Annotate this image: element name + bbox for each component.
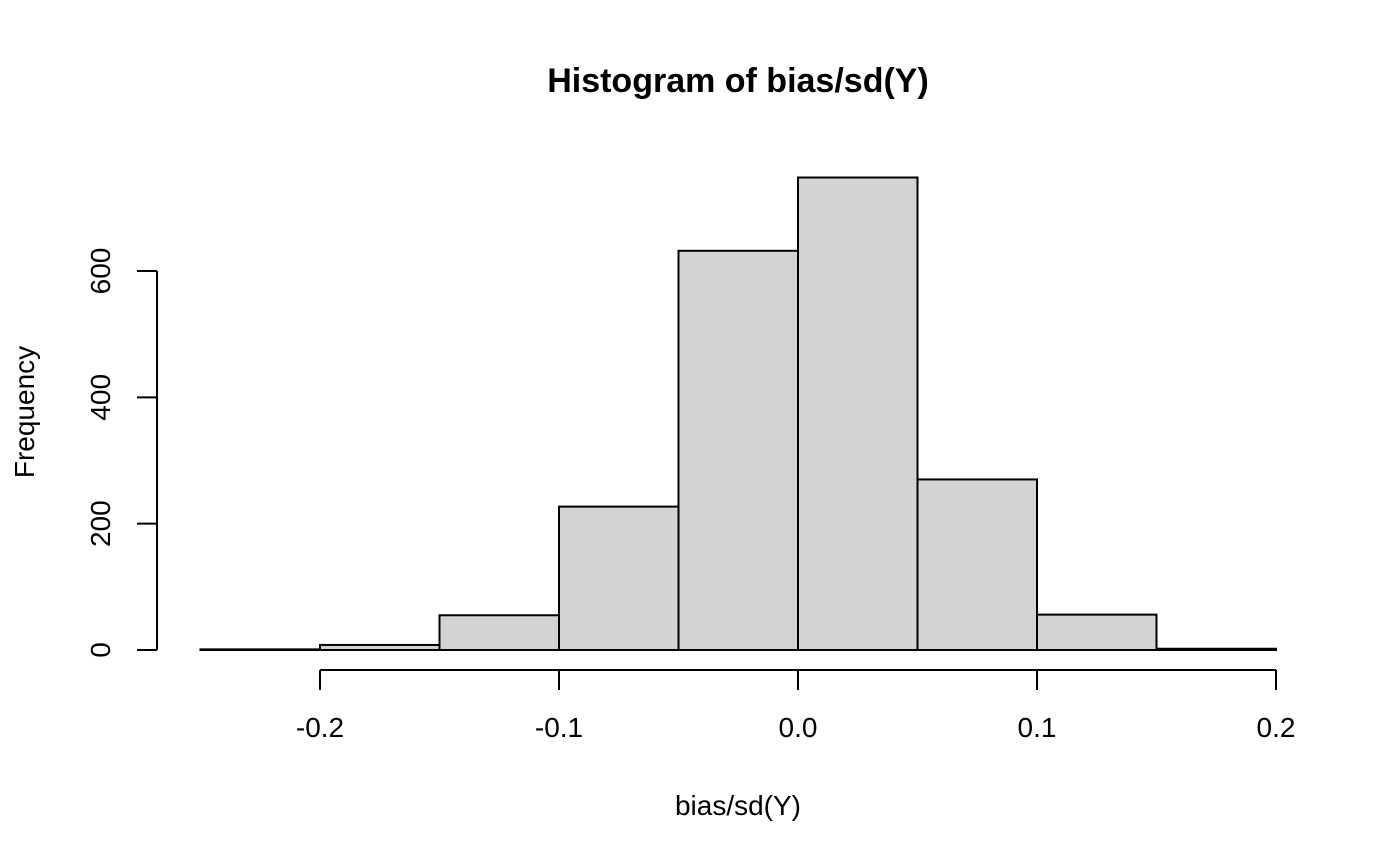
histogram-bar [916,478,1038,652]
histogram-bar [1036,613,1158,651]
histogram-bars [199,176,1277,652]
x-axis: -0.2 -0.1 0.0 0.1 0.2 [296,669,1296,743]
y-tick-label: 0 [85,642,116,658]
histogram-bar [319,643,441,651]
histogram-bar [677,249,799,652]
histogram-bar [199,648,321,652]
histogram-bar [797,176,919,651]
x-tick-label: 0.2 [1257,712,1296,743]
x-tick-label: -0.2 [296,712,344,743]
x-tick-label: 0.1 [1018,712,1057,743]
histogram-bar [558,505,680,651]
x-axis-label: bias/sd(Y) [675,790,801,821]
x-tick-label: -0.1 [535,712,583,743]
y-axis-label: Frequency [9,346,40,478]
chart-title: Histogram of bias/sd(Y) [547,62,929,100]
y-tick-label: 200 [85,500,116,547]
y-tick-label: 600 [85,248,116,295]
y-tick-label: 400 [85,374,116,421]
x-tick-label: 0.0 [779,712,818,743]
y-axis: 0 200 400 600 [85,248,158,658]
histogram-bar [438,614,560,652]
histogram-bar [1155,647,1277,652]
